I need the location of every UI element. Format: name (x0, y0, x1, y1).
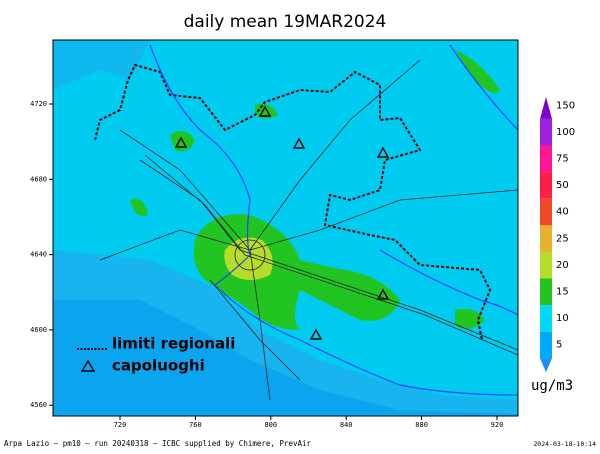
colorbar-label: 20 (556, 260, 569, 271)
colorbar-label: 100 (556, 127, 575, 138)
x-tick-label: 760 (189, 421, 202, 429)
colorbar-label: 15 (556, 287, 569, 298)
regional-boundary (94, 63, 492, 341)
colorbar-segment (540, 305, 552, 332)
x-tick-label: 720 (114, 421, 127, 429)
sea-deep (53, 300, 518, 416)
y-tick-label: 4600 (30, 326, 47, 334)
colorbar-label: 40 (556, 207, 569, 218)
colorbar-label: 150 (556, 100, 575, 111)
colorbar-label: 25 (556, 233, 569, 244)
x-tick-label: 840 (340, 421, 353, 429)
y-tick-label: 4640 (30, 251, 47, 259)
y-tick-label: 4680 (30, 175, 47, 183)
colorbar-unit: ug/m3 (531, 378, 573, 394)
y-tick-label: 4720 (30, 100, 47, 108)
colorbar-segment (540, 172, 552, 199)
capitals (174, 105, 390, 340)
x-tick-label: 880 (415, 421, 428, 429)
colorbar-segment (540, 331, 552, 359)
footer-left: Arpa Lazio – pm10 – run 20240318 – ICBC … (4, 439, 312, 448)
colorbar-label: 5 (556, 340, 562, 351)
colorbar-label: 75 (556, 154, 569, 165)
rivers-coast (149, 44, 518, 396)
colorbar-segment (540, 145, 552, 173)
legend-capital-symbol (80, 359, 96, 372)
x-tick-label: 800 (264, 421, 277, 429)
footer-right: 2024-03-18-10:14 (533, 440, 596, 448)
colorbar-label: 50 (556, 180, 569, 191)
legend-capital-label: capoluoghi (112, 357, 205, 375)
title: daily mean 19MAR2024 (184, 12, 387, 32)
colorbar-segment (540, 198, 552, 226)
colorbar-segment (540, 225, 552, 252)
map: limiti regionali capoluoghi (53, 40, 518, 416)
colorbar-arrow (540, 358, 552, 373)
x-tick-label: 920 (491, 421, 504, 429)
colorbar-segment (540, 278, 552, 306)
roads (99, 59, 518, 401)
colorbar-label: 10 (556, 313, 569, 324)
y-tick-label: 4560 (30, 401, 47, 409)
legend-boundary-label: limiti regionali (112, 335, 235, 353)
colorbar-arrow (540, 96, 552, 119)
map-frame (52, 39, 519, 417)
colorbar-segment (540, 251, 552, 279)
colorbar-segment (540, 118, 552, 146)
low-area (53, 40, 150, 90)
